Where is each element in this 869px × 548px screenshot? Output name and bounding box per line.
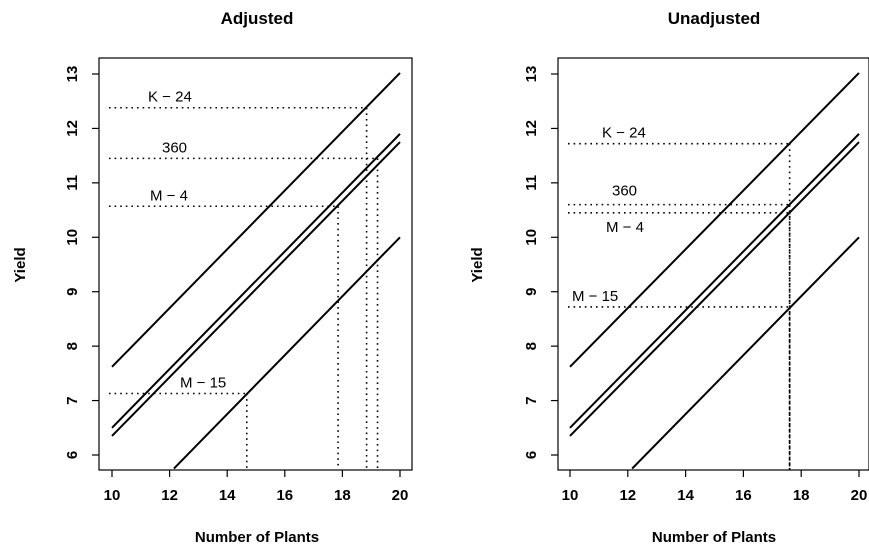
y-tick-label: 12 [523, 120, 540, 137]
panel-adjusted: Adjusted Number of Plants Yield 10 12 14 16… [12, 9, 413, 546]
plot-frame [98, 57, 413, 471]
series-line [111, 133, 401, 429]
annotation-label: K − 24 [148, 89, 192, 106]
y-tick-label: 11 [64, 175, 81, 191]
plot-frame [557, 57, 869, 471]
x-tick-label: 16 [735, 487, 752, 504]
series-line [631, 236, 860, 470]
x-tick-label: 16 [276, 487, 293, 504]
y-tick-label: 12 [64, 120, 81, 137]
panel-unadjusted: Unadjusted Number of Plants Yield 10 12 14… [469, 9, 869, 546]
annotation-label: M − 15 [180, 374, 226, 391]
y-tick-label: 13 [523, 66, 540, 83]
x-tick-label: 18 [334, 487, 351, 504]
x-tick-label: 14 [677, 487, 694, 504]
y-axis-label: Yield [469, 247, 486, 282]
x-tick-label: 12 [161, 487, 178, 504]
x-tick-label: 20 [851, 487, 868, 504]
x-tick-label: 14 [219, 487, 236, 504]
annotation-label: M − 4 [606, 219, 644, 236]
y-tick-label: 10 [64, 229, 81, 246]
series-line [111, 141, 401, 437]
y-tick-label: 8 [64, 342, 81, 350]
x-tick-label: 12 [619, 487, 636, 504]
x-tick-label: 18 [793, 487, 810, 504]
series-line [569, 133, 860, 429]
x-tick-label: 20 [392, 487, 409, 504]
chart-title: Adjusted [221, 9, 294, 28]
y-tick-label: 7 [64, 396, 81, 404]
series-line [111, 72, 401, 368]
x-tick-label: 10 [104, 487, 121, 504]
series-line [569, 72, 860, 368]
y-tick-label: 9 [523, 288, 540, 296]
chart-title: Unadjusted [668, 9, 761, 28]
annotation-label: 360 [162, 139, 187, 156]
y-tick-label: 6 [64, 451, 81, 459]
y-tick-label: 9 [64, 288, 81, 296]
x-axis-label: Number of Plants [652, 529, 776, 546]
y-tick-label: 6 [523, 451, 540, 459]
y-tick-label: 7 [523, 396, 540, 404]
annotation-label: M − 4 [150, 187, 188, 204]
y-tick-label: 13 [64, 66, 81, 83]
series-line [173, 236, 401, 470]
y-axis-label: Yield [12, 247, 29, 282]
annotation-label: M − 15 [572, 288, 618, 305]
y-tick-label: 8 [523, 342, 540, 350]
y-tick-label: 10 [523, 229, 540, 246]
y-tick-label: 11 [523, 175, 540, 191]
annotation-label: 360 [612, 183, 637, 200]
series-line [569, 141, 860, 437]
annotation-label: K − 24 [602, 125, 646, 142]
x-axis-label: Number of Plants [195, 529, 319, 546]
x-tick-label: 10 [562, 487, 579, 504]
